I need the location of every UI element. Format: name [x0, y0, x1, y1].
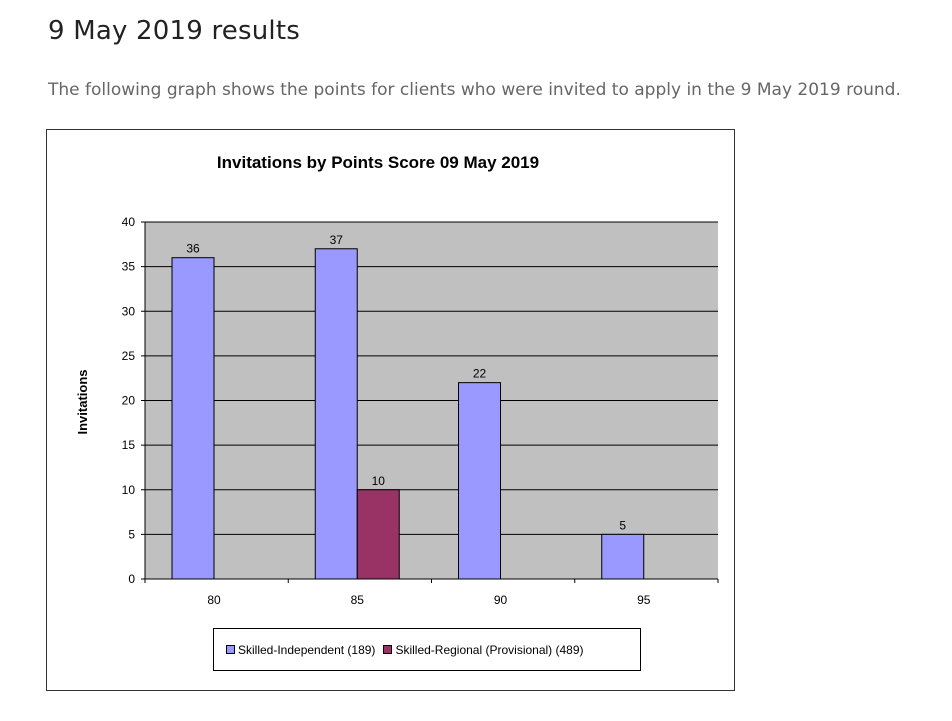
bar: [171, 257, 215, 580]
data-label: 22: [473, 367, 487, 381]
x-tick-label: 85: [351, 593, 365, 607]
x-tick-label: 95: [637, 593, 651, 607]
legend-label: Skilled-Independent (189): [238, 642, 376, 657]
gridlines: [145, 221, 718, 535]
chart-title: Invitations by Points Score 09 May 2019: [217, 153, 539, 172]
bar: [601, 533, 645, 580]
legend-item-skilled-independent: Skilled-Independent (189): [226, 643, 375, 657]
x-tick-label: 80: [207, 593, 221, 607]
y-tick-label: 35: [122, 260, 136, 274]
axes: 0 5 10 15 20 25 30 35 40 80 85 90 95: [122, 215, 719, 607]
y-axis-label: Invitations: [75, 369, 90, 434]
y-tick-label: 5: [128, 527, 135, 541]
data-label: 37: [330, 233, 344, 247]
legend-swatch: [226, 645, 235, 654]
y-tick-label: 15: [122, 438, 136, 452]
data-labels: 36 37 22 5 10: [186, 233, 626, 533]
chart-legend: Skilled-Independent (189) Skilled-Region…: [213, 628, 641, 671]
x-tick-label: 90: [494, 593, 508, 607]
data-label: 10: [372, 474, 386, 488]
bar: [314, 248, 358, 580]
y-tick-label: 20: [122, 394, 136, 408]
y-tick-label: 0: [128, 572, 135, 586]
legend-label: Skilled-Regional (Provisional) (489): [395, 642, 584, 657]
data-label: 5: [619, 518, 626, 532]
bar-chart: 0 5 10 15 20 25 30 35 40 80 85 90 95 36 37 22 5 10 Invit…: [75, 153, 719, 607]
chart-frame: 0 5 10 15 20 25 30 35 40 80 85 90 95 36 37 22 5 10 Invit…: [46, 129, 735, 691]
legend-item-skilled-regional: Skilled-Regional (Provisional) (489): [383, 642, 584, 657]
y-tick-label: 30: [122, 304, 136, 318]
y-tick-label: 10: [122, 483, 136, 497]
bars: [171, 248, 645, 580]
data-label: 36: [186, 242, 200, 256]
y-tick-label: 40: [122, 215, 136, 229]
bar: [458, 382, 501, 580]
bar: [356, 489, 400, 580]
legend-swatch: [383, 645, 393, 654]
intro-text: The following graph shows the points for…: [48, 80, 901, 100]
page-heading: 9 May 2019 results: [48, 16, 300, 46]
y-tick-label: 25: [122, 349, 136, 363]
